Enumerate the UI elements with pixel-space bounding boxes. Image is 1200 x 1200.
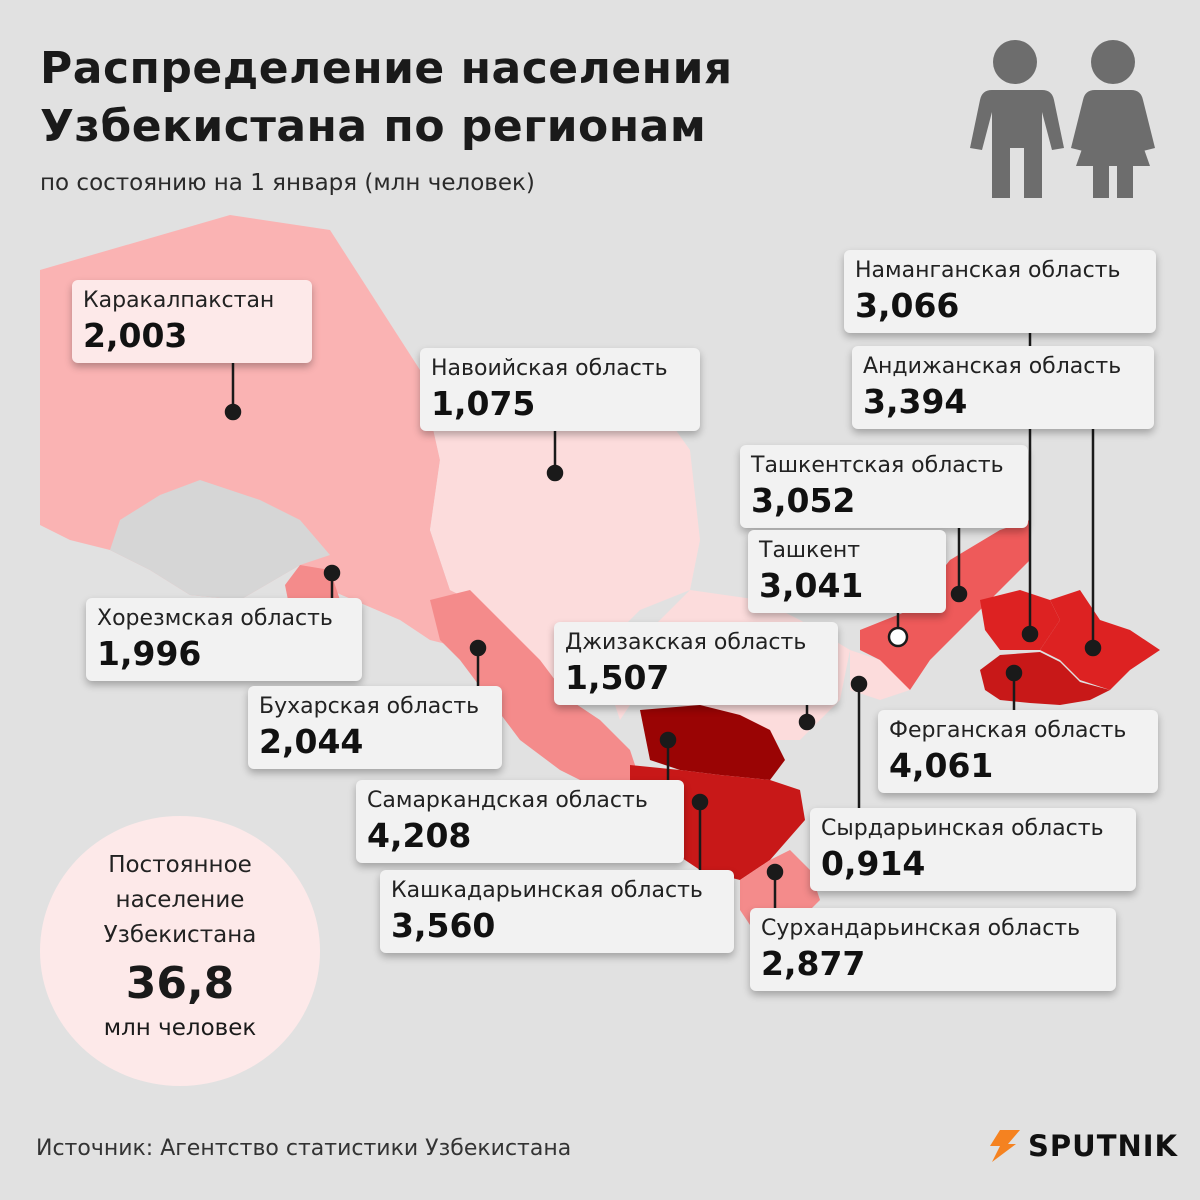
label-fergana: Ферганская область 4,061 (878, 710, 1158, 793)
sputnik-logo-icon (990, 1130, 1020, 1162)
marker-tashkent-oblast (950, 585, 968, 603)
region-name: Самаркандская область (367, 788, 648, 813)
region-value: 1,507 (565, 658, 670, 697)
label-syrdarya: Сырдарьинская область 0,914 (810, 808, 1136, 891)
total-caption: Постоянное население Узбекистана (103, 852, 257, 948)
region-bukhara (430, 590, 640, 790)
marker-namangan (1021, 625, 1039, 643)
marker-bukhara (469, 639, 487, 657)
sputnik-logo[interactable]: SPUTNIK (986, 1128, 1178, 1164)
region-value: 2,044 (259, 722, 364, 761)
total-value: 36,8 (125, 958, 235, 1009)
region-value: 3,066 (855, 286, 960, 325)
region-name: Сырдарьинская область (821, 816, 1104, 841)
marker-jizzakh (798, 713, 816, 731)
label-tashkent-city: Ташкент 3,041 (748, 530, 946, 613)
label-navoi: Навоийская область 1,075 (420, 348, 700, 431)
label-bukhara: Бухарская область 2,044 (248, 686, 502, 769)
marker-tashkent-city (887, 626, 909, 648)
total-unit: млн человек (103, 1015, 257, 1041)
aral-sea-area (110, 480, 330, 600)
region-value: 4,208 (367, 816, 472, 855)
label-namangan: Наманганская область 3,066 (844, 250, 1156, 333)
region-value: 3,560 (391, 906, 496, 945)
region-samarkand (640, 705, 785, 780)
region-name: Кашкадарьинская область (391, 878, 703, 903)
region-name: Сурхандарьинская область (761, 916, 1081, 941)
label-tashkent-oblast: Ташкентская область 3,052 (740, 445, 1028, 528)
label-andijan: Андижанская область 3,394 (852, 346, 1154, 429)
region-navoi (420, 360, 700, 700)
region-value: 0,914 (821, 844, 926, 883)
marker-andijan (1084, 639, 1102, 657)
region-namangan (980, 590, 1060, 650)
region-value: 2,877 (761, 944, 866, 983)
region-value: 4,061 (889, 746, 994, 785)
region-name: Ферганская область (889, 718, 1127, 743)
page-subtitle: по состоянию на 1 января (млн человек) (40, 170, 535, 196)
region-andijan (1040, 590, 1160, 690)
marker-fergana (1005, 664, 1023, 682)
region-value: 1,996 (97, 634, 202, 673)
region-name: Каракалпакстан (83, 288, 275, 313)
marker-samarkand (659, 731, 677, 749)
page-title: Распределение населения Узбекистана по р… (40, 43, 733, 152)
region-name: Хорезмская область (97, 606, 333, 631)
label-khorezm: Хорезмская область 1,996 (86, 598, 362, 681)
label-samarkand: Самаркандская область 4,208 (356, 780, 684, 863)
logo-text: SPUTNIK (1028, 1129, 1179, 1163)
region-name: Навоийская область (431, 356, 668, 381)
label-surkhandarya: Сурхандарьинская область 2,877 (750, 908, 1116, 991)
label-kashkadarya: Кашкадарьинская область 3,560 (380, 870, 734, 953)
label-karakalpakstan: Каракалпакстан 2,003 (72, 280, 312, 363)
region-name: Андижанская область (863, 354, 1122, 379)
marker-karakalpakstan (224, 403, 242, 421)
region-name: Бухарская область (259, 694, 480, 719)
marker-syrdarya (850, 675, 868, 693)
region-name: Джизакская область (565, 630, 807, 655)
marker-khorezm (323, 564, 341, 582)
label-jizzakh: Джизакская область 1,507 (554, 622, 838, 705)
region-value: 2,003 (83, 316, 188, 355)
region-name: Ташкент (759, 538, 861, 563)
region-value: 3,394 (863, 382, 968, 421)
region-value: 1,075 (431, 384, 536, 423)
region-value: 3,052 (751, 481, 856, 520)
marker-navoi (546, 464, 564, 482)
marker-surkhandarya (766, 863, 784, 881)
region-name: Наманганская область (855, 258, 1121, 283)
people-icon (970, 40, 1155, 198)
region-name: Ташкентская область (751, 453, 1004, 478)
marker-kashkadarya (691, 793, 709, 811)
region-value: 3,041 (759, 566, 864, 605)
source-note: Источник: Агентство статистики Узбекиста… (36, 1136, 572, 1161)
total-population-badge: Постоянное население Узбекистана 36,8 мл… (40, 816, 320, 1086)
